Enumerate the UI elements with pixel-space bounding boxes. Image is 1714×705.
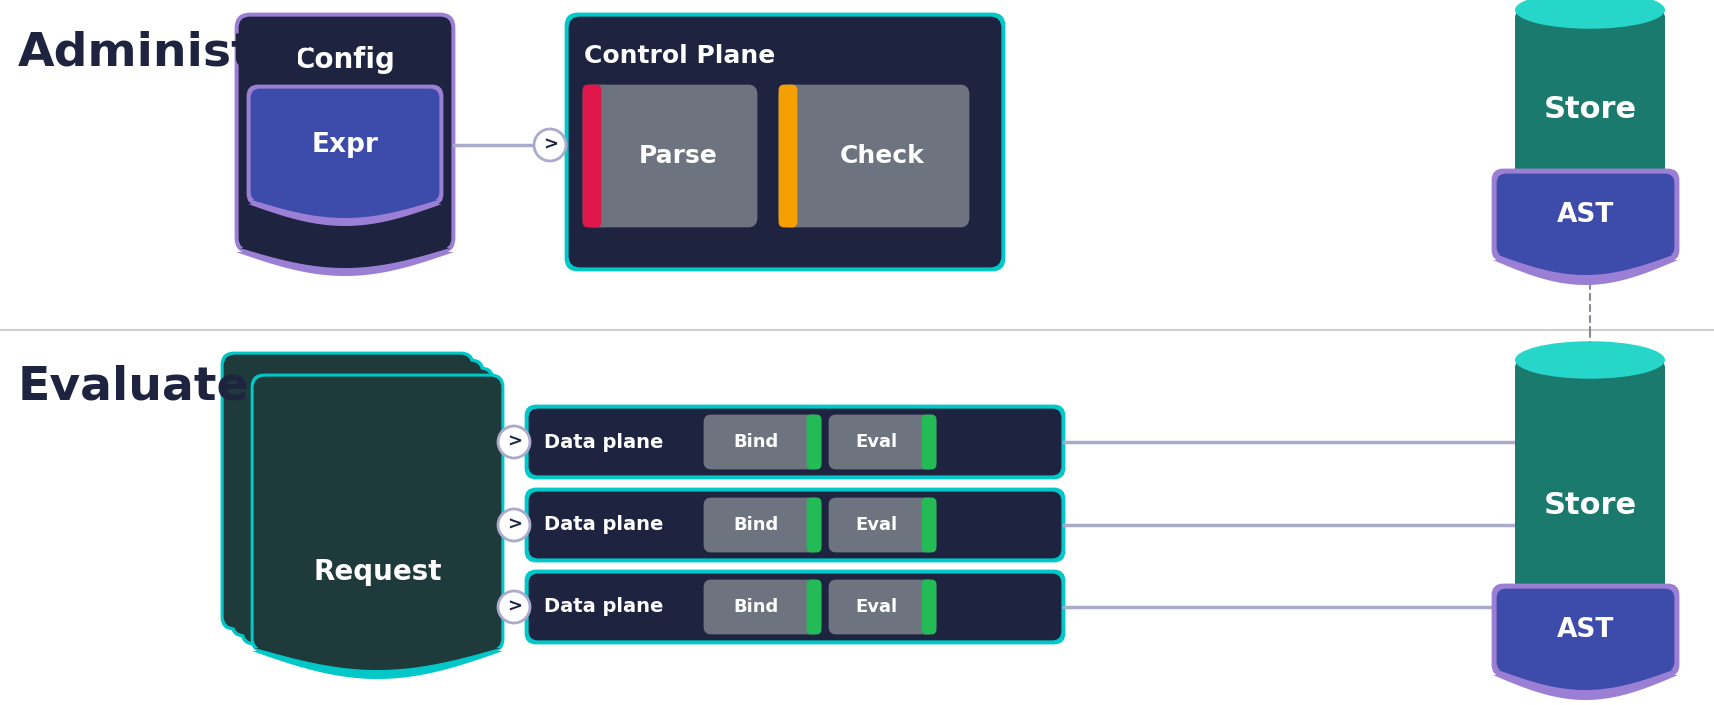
Text: Bind: Bind: [734, 516, 780, 534]
FancyBboxPatch shape: [780, 86, 968, 226]
Polygon shape: [252, 200, 439, 218]
Text: >: >: [507, 516, 523, 534]
FancyBboxPatch shape: [584, 86, 756, 226]
Text: >: >: [543, 136, 559, 154]
FancyBboxPatch shape: [780, 86, 795, 226]
Text: >: >: [507, 433, 523, 451]
Text: Store: Store: [1543, 491, 1637, 520]
Polygon shape: [249, 204, 442, 226]
FancyBboxPatch shape: [231, 360, 483, 636]
Text: Data plane: Data plane: [543, 515, 663, 534]
Polygon shape: [1493, 260, 1678, 285]
Polygon shape: [1498, 670, 1673, 690]
FancyBboxPatch shape: [530, 575, 1059, 639]
FancyBboxPatch shape: [566, 14, 1004, 270]
FancyBboxPatch shape: [240, 18, 451, 248]
FancyBboxPatch shape: [530, 493, 1059, 557]
Text: Control Plane: Control Plane: [584, 44, 775, 68]
FancyBboxPatch shape: [526, 406, 1064, 478]
Text: Administer: Administer: [19, 30, 310, 75]
Polygon shape: [1498, 255, 1673, 275]
Text: Expr: Expr: [312, 132, 379, 158]
Circle shape: [499, 426, 530, 458]
Polygon shape: [240, 248, 451, 268]
Ellipse shape: [1515, 0, 1664, 29]
Text: Parse: Parse: [639, 144, 718, 168]
FancyBboxPatch shape: [252, 90, 439, 200]
FancyBboxPatch shape: [924, 581, 936, 633]
FancyBboxPatch shape: [526, 489, 1064, 561]
Text: Data plane: Data plane: [543, 598, 663, 616]
FancyBboxPatch shape: [704, 499, 819, 551]
Text: Request: Request: [314, 558, 442, 587]
Text: Config: Config: [295, 46, 396, 74]
FancyBboxPatch shape: [255, 378, 500, 648]
FancyBboxPatch shape: [225, 356, 470, 626]
Circle shape: [535, 129, 566, 161]
Circle shape: [499, 509, 530, 541]
Polygon shape: [252, 651, 502, 679]
FancyBboxPatch shape: [830, 416, 936, 468]
FancyBboxPatch shape: [807, 581, 819, 633]
FancyBboxPatch shape: [237, 14, 454, 252]
FancyBboxPatch shape: [1515, 360, 1664, 655]
FancyBboxPatch shape: [830, 499, 936, 551]
FancyBboxPatch shape: [704, 416, 819, 468]
FancyBboxPatch shape: [530, 410, 1059, 474]
Ellipse shape: [1515, 191, 1664, 228]
FancyBboxPatch shape: [1498, 590, 1673, 670]
Polygon shape: [1493, 675, 1678, 700]
FancyBboxPatch shape: [807, 499, 819, 551]
FancyBboxPatch shape: [242, 368, 494, 644]
Ellipse shape: [1515, 636, 1664, 674]
Polygon shape: [255, 648, 500, 670]
Text: AST: AST: [1556, 617, 1615, 643]
FancyBboxPatch shape: [704, 581, 819, 633]
Text: >: >: [507, 598, 523, 616]
Text: Check: Check: [840, 144, 924, 168]
FancyBboxPatch shape: [235, 363, 480, 633]
FancyBboxPatch shape: [252, 375, 502, 651]
Circle shape: [499, 591, 530, 623]
Text: Bind: Bind: [734, 433, 780, 451]
Text: Bind: Bind: [734, 598, 780, 616]
Text: Evaluate: Evaluate: [19, 365, 250, 410]
FancyBboxPatch shape: [245, 371, 490, 641]
FancyBboxPatch shape: [1498, 175, 1673, 255]
Text: AST: AST: [1556, 202, 1615, 228]
Text: Eval: Eval: [855, 433, 898, 451]
Text: Eval: Eval: [855, 598, 898, 616]
Text: Data plane: Data plane: [543, 432, 663, 451]
FancyBboxPatch shape: [584, 86, 600, 226]
FancyBboxPatch shape: [1493, 170, 1678, 260]
Ellipse shape: [1515, 341, 1664, 379]
Text: Store: Store: [1543, 95, 1637, 125]
FancyBboxPatch shape: [924, 416, 936, 468]
Polygon shape: [237, 252, 454, 276]
FancyBboxPatch shape: [223, 353, 473, 629]
FancyBboxPatch shape: [249, 86, 442, 204]
FancyBboxPatch shape: [830, 581, 936, 633]
FancyBboxPatch shape: [526, 571, 1064, 643]
FancyBboxPatch shape: [1515, 10, 1664, 210]
Text: Eval: Eval: [855, 516, 898, 534]
FancyBboxPatch shape: [807, 416, 819, 468]
FancyBboxPatch shape: [924, 499, 936, 551]
FancyBboxPatch shape: [571, 18, 999, 266]
FancyBboxPatch shape: [1493, 585, 1678, 675]
